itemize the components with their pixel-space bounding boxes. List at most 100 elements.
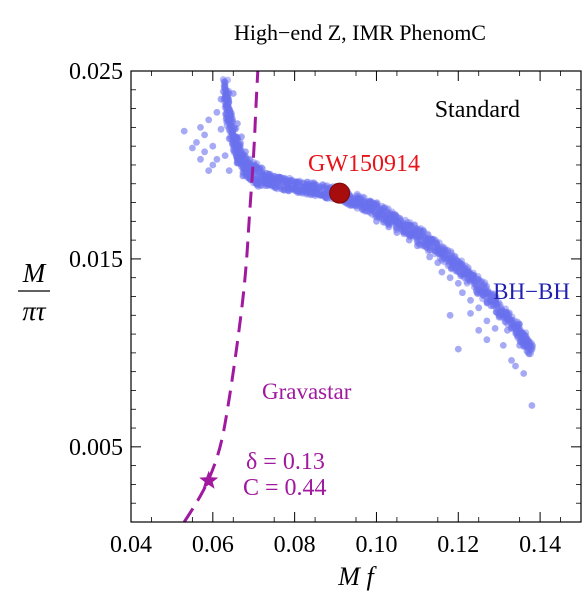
- bh-bh-point: [223, 97, 231, 105]
- bh-bh-point: [443, 257, 451, 264]
- bh-bh-point: [487, 297, 495, 305]
- bh-bh-point: [272, 177, 280, 184]
- bh-bh-point: [436, 250, 444, 258]
- bh-bh-point: [523, 341, 530, 349]
- bh-bh-point: [457, 270, 465, 277]
- annotation-gravastar: Gravastar: [262, 379, 352, 404]
- bh-bh-point: [527, 344, 534, 352]
- bh-bh-point: [454, 268, 462, 276]
- bh-bh-point: [241, 168, 249, 175]
- bh-bh-point: [319, 192, 327, 200]
- bh-bh-point: [378, 211, 386, 218]
- bh-bh-point: [417, 231, 424, 238]
- bh-bh-point: [519, 330, 527, 337]
- bh-bh-point: [453, 258, 461, 265]
- bh-bh-point: [508, 357, 515, 364]
- bh-bh-point: [283, 178, 291, 185]
- bh-bh-point: [382, 217, 390, 225]
- bh-bh-point: [513, 323, 521, 330]
- bh-bh-point: [485, 296, 493, 304]
- bh-bh-point: [271, 184, 279, 192]
- bh-bh-point: [419, 226, 427, 234]
- bh-bh-point: [454, 279, 462, 287]
- bh-bh-point: [309, 179, 317, 187]
- bh-bh-point: [304, 181, 312, 189]
- bh-bh-point: [219, 87, 227, 95]
- bh-bh-point: [514, 332, 522, 339]
- bh-bh-point: [246, 156, 254, 164]
- bh-bh-point: [237, 153, 245, 161]
- bh-bh-point: [244, 169, 252, 176]
- bh-bh-point: [426, 244, 434, 251]
- bh-bh-point: [523, 339, 531, 347]
- bh-bh-point: [503, 309, 511, 316]
- bh-bh-point: [422, 234, 429, 242]
- bh-bh-point: [456, 259, 464, 267]
- bh-bh-point: [272, 180, 280, 187]
- bh-bh-point: [277, 176, 285, 183]
- bh-bh-point: [224, 116, 232, 124]
- bh-bh-point: [263, 176, 271, 184]
- bh-bh-point: [222, 91, 230, 99]
- bh-bh-point: [259, 171, 267, 179]
- bh-bh-point: [374, 211, 381, 219]
- bh-bh-point: [275, 177, 283, 185]
- bh-bh-point: [524, 342, 532, 350]
- bh-bh-point: [517, 333, 525, 341]
- bh-bh-point: [505, 311, 512, 319]
- bh-bh-point: [266, 172, 273, 180]
- bh-bh-point: [412, 228, 419, 236]
- bh-bh-point: [381, 204, 389, 212]
- bh-bh-point: [289, 186, 297, 193]
- bh-bh-point: [229, 90, 237, 97]
- bh-bh-point: [489, 290, 496, 298]
- bh-bh-point: [503, 310, 510, 317]
- bh-bh-point: [236, 151, 244, 158]
- bh-bh-point: [525, 338, 533, 345]
- bh-bh-point: [368, 210, 376, 218]
- bh-bh-point: [304, 181, 311, 188]
- bh-bh-point: [523, 335, 531, 343]
- bh-bh-point: [392, 223, 400, 231]
- bh-bh-point: [496, 301, 504, 309]
- bh-bh-point: [520, 333, 528, 341]
- bh-bh-point: [238, 163, 245, 171]
- bh-bh-point: [462, 262, 469, 269]
- bh-bh-point: [225, 135, 233, 143]
- bh-bh-point: [232, 135, 240, 143]
- bh-bh-point: [284, 177, 292, 185]
- bh-bh-point: [464, 274, 472, 282]
- bh-bh-point: [348, 201, 355, 209]
- bh-bh-point: [432, 247, 439, 255]
- bh-bh-point: [398, 227, 406, 234]
- bh-bh-point: [256, 164, 263, 172]
- bh-bh-point: [292, 182, 300, 189]
- bh-bh-point: [308, 190, 316, 198]
- bh-bh-point: [427, 242, 434, 250]
- bh-bh-point: [253, 179, 261, 187]
- bh-bh-point: [406, 231, 414, 239]
- bh-bh-point: [492, 302, 500, 309]
- bh-bh-point: [510, 319, 517, 327]
- bh-bh-point: [498, 307, 506, 315]
- bh-bh-point: [364, 201, 372, 209]
- bh-bh-point: [510, 323, 517, 330]
- bh-bh-point: [457, 270, 464, 278]
- bh-bh-point: [434, 249, 442, 257]
- x-axis-label: M f: [337, 562, 377, 591]
- bh-bh-point: [287, 185, 294, 193]
- bh-bh-point: [383, 212, 390, 220]
- bh-bh-point: [375, 209, 383, 217]
- bh-bh-point: [412, 232, 420, 240]
- bh-bh-point: [367, 201, 375, 209]
- bh-bh-point: [458, 264, 466, 272]
- bh-bh-point: [244, 169, 251, 177]
- bh-bh-point: [487, 296, 494, 304]
- bh-bh-point: [373, 217, 380, 225]
- bh-bh-point: [501, 318, 509, 326]
- bh-bh-point: [288, 176, 296, 184]
- bh-bh-point: [429, 237, 436, 245]
- x-tick-label: 0.14: [519, 532, 561, 558]
- bh-bh-point: [236, 138, 244, 146]
- bh-bh-point: [225, 116, 233, 123]
